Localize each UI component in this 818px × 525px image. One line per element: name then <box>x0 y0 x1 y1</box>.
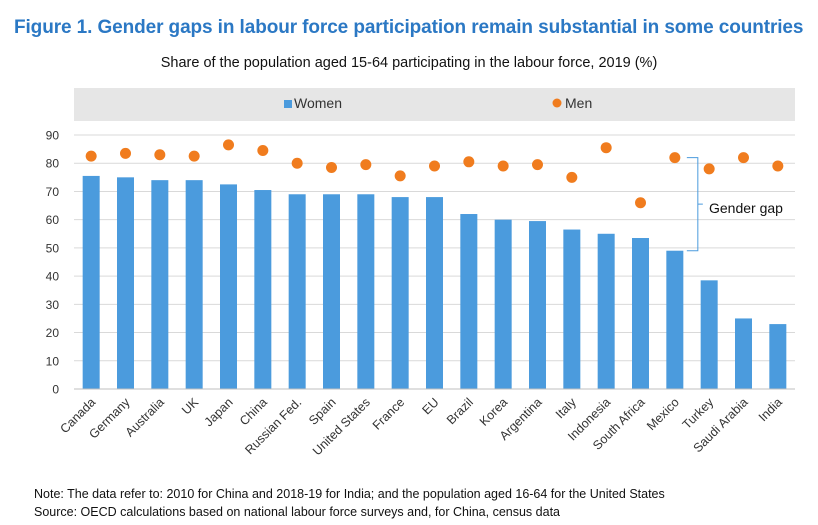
source-text: Source: OECD calculations based on natio… <box>34 505 560 519</box>
bar-women <box>357 194 375 389</box>
bar-women <box>563 229 581 389</box>
x-tick-label: EU <box>419 395 441 417</box>
x-tick-label: India <box>756 395 785 424</box>
note-text: Note: The data refer to: 2010 for China … <box>34 487 665 501</box>
y-tick-label: 0 <box>52 383 59 397</box>
bar-women <box>632 238 649 389</box>
bar-women <box>769 324 787 389</box>
x-tick-label: Spain <box>306 395 339 428</box>
bar-women <box>529 221 546 389</box>
legend-swatch-women <box>284 100 292 108</box>
bar-women <box>323 194 340 389</box>
dot-men <box>772 160 784 172</box>
figure-title: Figure 1. Gender gaps in labour force pa… <box>14 17 804 38</box>
dot-men <box>566 171 578 183</box>
dot-men <box>429 160 440 172</box>
dot-men <box>738 152 749 164</box>
dot-men <box>463 156 475 168</box>
y-tick-label: 60 <box>46 213 60 227</box>
legend-label-men: Men <box>565 95 592 111</box>
y-tick-label: 20 <box>46 326 60 340</box>
bar-women <box>220 184 237 389</box>
x-tick-label: Mexico <box>644 395 682 433</box>
x-tick-label: UK <box>179 395 202 418</box>
dot-men <box>120 147 131 159</box>
gender-gap-bracket <box>686 157 703 252</box>
dot-men <box>497 160 509 172</box>
y-axis: 0 10 20 30 40 50 60 70 80 90 <box>46 129 60 397</box>
bar-women <box>288 194 306 389</box>
dot-men <box>154 149 166 161</box>
bar-women <box>185 180 203 389</box>
dot-men <box>85 150 97 162</box>
legend-band <box>74 88 795 121</box>
bar-women <box>460 214 478 389</box>
dot-men <box>223 139 234 151</box>
legend-swatch-men <box>552 98 562 108</box>
bar-women <box>117 177 134 389</box>
bar-women <box>426 197 443 389</box>
y-tick-label: 50 <box>46 241 60 255</box>
dot-men <box>326 161 337 173</box>
dot-men <box>188 150 200 162</box>
bar-women <box>254 190 272 389</box>
bar-women <box>82 175 100 389</box>
bar-women <box>151 180 169 389</box>
dot-men <box>532 159 543 171</box>
x-tick-label: France <box>370 395 407 432</box>
men-dots <box>85 139 784 209</box>
y-tick-label: 40 <box>46 270 60 284</box>
y-tick-label: 80 <box>46 157 60 171</box>
gender-gap-annotation: Gender gap <box>686 157 783 252</box>
bar-women <box>700 280 718 389</box>
x-tick-label: Japan <box>202 395 236 429</box>
y-tick-label: 10 <box>46 354 60 368</box>
dot-men <box>291 157 303 169</box>
bar-women <box>494 219 512 389</box>
dot-men <box>257 145 269 157</box>
bar-women <box>597 233 615 389</box>
dot-men <box>669 152 681 164</box>
y-tick-label: 90 <box>46 129 60 143</box>
dot-men <box>360 159 372 171</box>
gender-gap-label: Gender gap <box>709 200 783 216</box>
dot-men <box>703 163 715 175</box>
dot-men <box>635 197 646 209</box>
y-tick-label: 70 <box>46 185 60 199</box>
bar-women <box>735 318 752 389</box>
chart-subtitle: Share of the population aged 15-64 parti… <box>160 55 658 71</box>
legend-label-women: Women <box>294 95 342 111</box>
bar-women <box>391 197 409 389</box>
dot-men <box>600 142 612 154</box>
bar-women <box>666 250 684 389</box>
dot-men <box>394 170 406 182</box>
women-bars <box>82 175 787 389</box>
x-tick-label: Italy <box>553 395 580 422</box>
x-tick-label: Brazil <box>444 395 476 427</box>
y-tick-label: 30 <box>46 298 60 312</box>
